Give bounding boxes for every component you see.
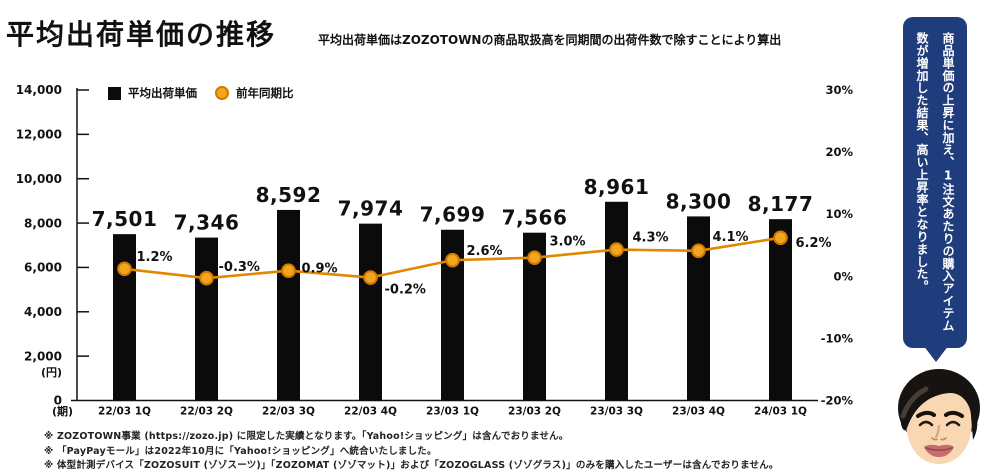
callout-text-column: 数が増加した結果、高い上昇率となりました。: [915, 32, 929, 293]
hair-highlight: [900, 386, 929, 419]
line-value-label: 4.3%: [633, 231, 669, 246]
line-marker: [363, 270, 378, 285]
x-axis-category-label: 22/03 4Q: [344, 406, 397, 418]
left-axis-tick-label: 4,000: [24, 305, 62, 319]
left-axis-tick-label: 0: [54, 394, 62, 408]
callout-text-column: 商品単価の上昇に加え、1注文あたりの購入アイテム: [941, 32, 955, 332]
bar: [441, 229, 464, 401]
bar: [113, 234, 136, 401]
line-marker: [199, 270, 214, 286]
bar: [195, 237, 218, 401]
x-axis-category-label: 24/03 1Q: [754, 406, 807, 418]
page-title: 平均出荷単価の推移: [6, 18, 277, 51]
legend-line-label: 前年同期比: [236, 86, 294, 100]
line-value-label: 3.0%: [550, 235, 586, 250]
left-axis-unit-label: (円): [41, 366, 62, 379]
lip-line: [925, 447, 953, 451]
bar: [523, 232, 546, 401]
bar: [687, 216, 710, 401]
line-marker: [609, 242, 624, 257]
right-axis-tick-label: -10%: [821, 331, 854, 345]
footnote-line: ※ ZOZOTOWN事業 (https://zozo.jp) に限定した実績とな…: [44, 431, 569, 442]
right-eyebrow: [944, 410, 964, 418]
bar: [277, 209, 300, 401]
right-axis-tick-label: 0%: [833, 269, 853, 283]
left-axis-tick-label: 2,000: [24, 349, 62, 363]
callout-tail: [923, 345, 949, 362]
bar-value-label: 7,974: [338, 197, 404, 221]
footnotes: ※ ZOZOTOWN事業 (https://zozo.jp) に限定した実績とな…: [44, 430, 779, 474]
left-axis-tick-label: 14,000: [16, 83, 62, 97]
left-axis-tick-label: 8,000: [24, 216, 62, 230]
x-axis-category-label: 23/03 3Q: [590, 406, 643, 418]
chart-area: 14,000 12,000 10,000 8,000 6,000 4,000 2,000 0(…: [0, 75, 880, 427]
line-marker: [445, 252, 460, 268]
line-value-label: 4.1%: [713, 230, 749, 245]
left-axis-tick-label: 12,000: [16, 128, 62, 142]
x-axis-category-label: 23/03 2Q: [508, 406, 561, 418]
left-eyebrow: [916, 410, 936, 418]
line-value-label: -0.2%: [385, 283, 426, 298]
footnote-line: ※ 「PayPayモール」は2022年10月に「Yahoo!ショッピング」へ統合…: [44, 445, 437, 457]
line-value-label: 0.9%: [302, 262, 338, 277]
combo-chart: 14,00012,00010,0008,0006,0004,0002,0000(…: [16, 83, 854, 418]
line-marker: [773, 230, 788, 246]
line-marker: [281, 263, 296, 279]
right-axis-tick-label: 10%: [825, 207, 853, 221]
line-value-label: 1.2%: [137, 250, 173, 265]
bar-value-label: 7,699: [420, 203, 486, 227]
line-marker: [117, 261, 132, 277]
bar-value-label: 8,592: [256, 183, 322, 207]
legend-item-line: 前年同期比: [215, 85, 294, 101]
line-value-label: 2.6%: [467, 244, 503, 259]
left-eye-closed: [918, 420, 934, 427]
nostril-right: [940, 437, 947, 441]
footnote-line: ※ 体型計測デバイス「ZOZOSUIT (ゾゾスーツ)」「ZOZOMAT (ゾゾ…: [44, 460, 779, 471]
line-marker: [527, 250, 542, 265]
right-eye-closed: [945, 420, 961, 427]
person-face-illustration: [898, 369, 980, 464]
x-axis-unit-label: (期): [52, 404, 73, 418]
legend-bar-label: 平均出荷単価: [128, 86, 197, 100]
bar: [359, 223, 382, 401]
bar-legend-swatch: [108, 86, 121, 100]
left-axis-tick-label: 6,000: [24, 261, 62, 275]
bar: [769, 219, 792, 401]
x-axis-category-label: 23/03 1Q: [426, 406, 479, 418]
x-axis-category-label: 23/03 4Q: [672, 406, 725, 418]
x-axis-category-label: 22/03 1Q: [98, 406, 151, 418]
bar-value-label: 7,346: [174, 211, 240, 235]
bar-value-label: 8,177: [748, 192, 814, 216]
nose: [935, 425, 940, 438]
legend-item-bar: 平均出荷単価: [108, 85, 197, 101]
bar-value-label: 8,961: [584, 175, 650, 199]
x-axis-category-label: 22/03 3Q: [262, 406, 315, 418]
line-value-label: -0.3%: [219, 260, 260, 275]
bar-value-label: 7,501: [92, 207, 158, 231]
left-axis-tick-label: 10,000: [16, 172, 62, 186]
right-axis-tick-label: -20%: [821, 394, 854, 408]
line-marker: [691, 243, 706, 259]
x-axis-category-label: 22/03 2Q: [180, 406, 233, 418]
right-axis-tick-label: 30%: [825, 83, 853, 97]
line-legend-marker: [215, 86, 229, 100]
line-value-label: 6.2%: [796, 236, 832, 251]
bar-value-label: 7,566: [502, 206, 568, 230]
chart-subtitle: 平均出荷単価はZOZOTOWNの商品取扱高を同期間の出荷件数で除すことにより算出: [318, 33, 782, 47]
callout-bubble: 商品単価の上昇に加え、1注文あたりの購入アイテム 数が増加した結果、高い上昇率と…: [903, 17, 967, 348]
right-axis-tick-label: 20%: [825, 145, 853, 159]
bar-value-label: 8,300: [666, 189, 732, 213]
nostril-left: [931, 437, 938, 441]
hair-bangs: [900, 370, 978, 440]
chart-legend: 平均出荷単価 前年同期比: [108, 85, 294, 101]
bar: [605, 201, 628, 401]
